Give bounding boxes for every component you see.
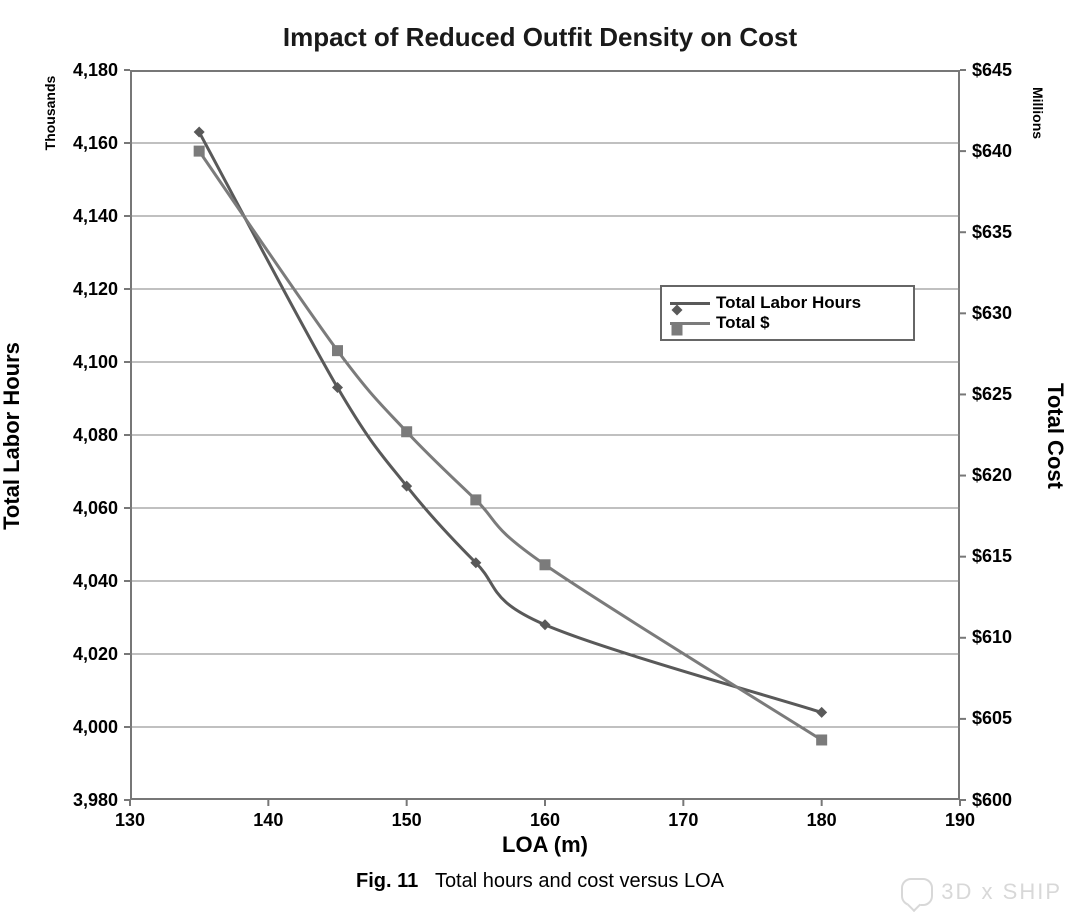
y-right-tick: $630 bbox=[972, 303, 1012, 324]
x-tick: 150 bbox=[392, 810, 422, 831]
y-left-tick: 4,120 bbox=[73, 279, 118, 300]
y-right-tick: $640 bbox=[972, 141, 1012, 162]
y-left-tick: 3,980 bbox=[73, 790, 118, 811]
y-right-tick: $615 bbox=[972, 546, 1012, 567]
x-tick: 180 bbox=[807, 810, 837, 831]
y-left-unit-label: Thousands bbox=[42, 63, 58, 163]
caption-prefix: Fig. 11 bbox=[356, 870, 418, 892]
y-left-tick: 4,140 bbox=[73, 206, 118, 227]
legend-label-hours: Total Labor Hours bbox=[716, 293, 861, 313]
legend-label-cost: Total $ bbox=[716, 313, 770, 333]
y-right-tick: $620 bbox=[972, 465, 1012, 486]
y-right-tick: $635 bbox=[972, 222, 1012, 243]
watermark: 3D x SHIP bbox=[901, 878, 1062, 906]
chart-svg bbox=[0, 0, 1080, 916]
y-right-unit-label: Millions bbox=[1030, 63, 1046, 163]
y-right-tick: $645 bbox=[972, 60, 1012, 81]
y-right-tick: $625 bbox=[972, 384, 1012, 405]
y-left-tick: 4,180 bbox=[73, 60, 118, 81]
y-left-tick: 4,020 bbox=[73, 644, 118, 665]
y-left-tick: 4,160 bbox=[73, 133, 118, 154]
y-left-tick: 4,000 bbox=[73, 717, 118, 738]
y-right-axis-label: Total Cost bbox=[1042, 336, 1068, 536]
y-left-tick: 4,100 bbox=[73, 352, 118, 373]
caption-text: Total hours and cost versus LOA bbox=[435, 870, 724, 892]
y-right-tick: $600 bbox=[972, 790, 1012, 811]
x-axis-label: LOA (m) bbox=[130, 832, 960, 858]
y-right-tick: $605 bbox=[972, 708, 1012, 729]
x-tick: 170 bbox=[668, 810, 698, 831]
y-left-tick: 4,060 bbox=[73, 498, 118, 519]
y-left-tick: 4,040 bbox=[73, 571, 118, 592]
legend-item-hours: Total Labor Hours bbox=[670, 293, 903, 313]
y-left-axis-label: Total Labor Hours bbox=[0, 336, 25, 536]
legend: Total Labor Hours Total $ bbox=[660, 285, 915, 341]
y-left-tick: 4,080 bbox=[73, 425, 118, 446]
x-tick: 190 bbox=[945, 810, 975, 831]
watermark-text: 3D x SHIP bbox=[941, 879, 1062, 905]
legend-item-cost: Total $ bbox=[670, 313, 903, 333]
chat-icon bbox=[901, 878, 933, 906]
x-tick: 160 bbox=[530, 810, 560, 831]
y-right-tick: $610 bbox=[972, 627, 1012, 648]
x-tick: 140 bbox=[253, 810, 283, 831]
x-tick: 130 bbox=[115, 810, 145, 831]
